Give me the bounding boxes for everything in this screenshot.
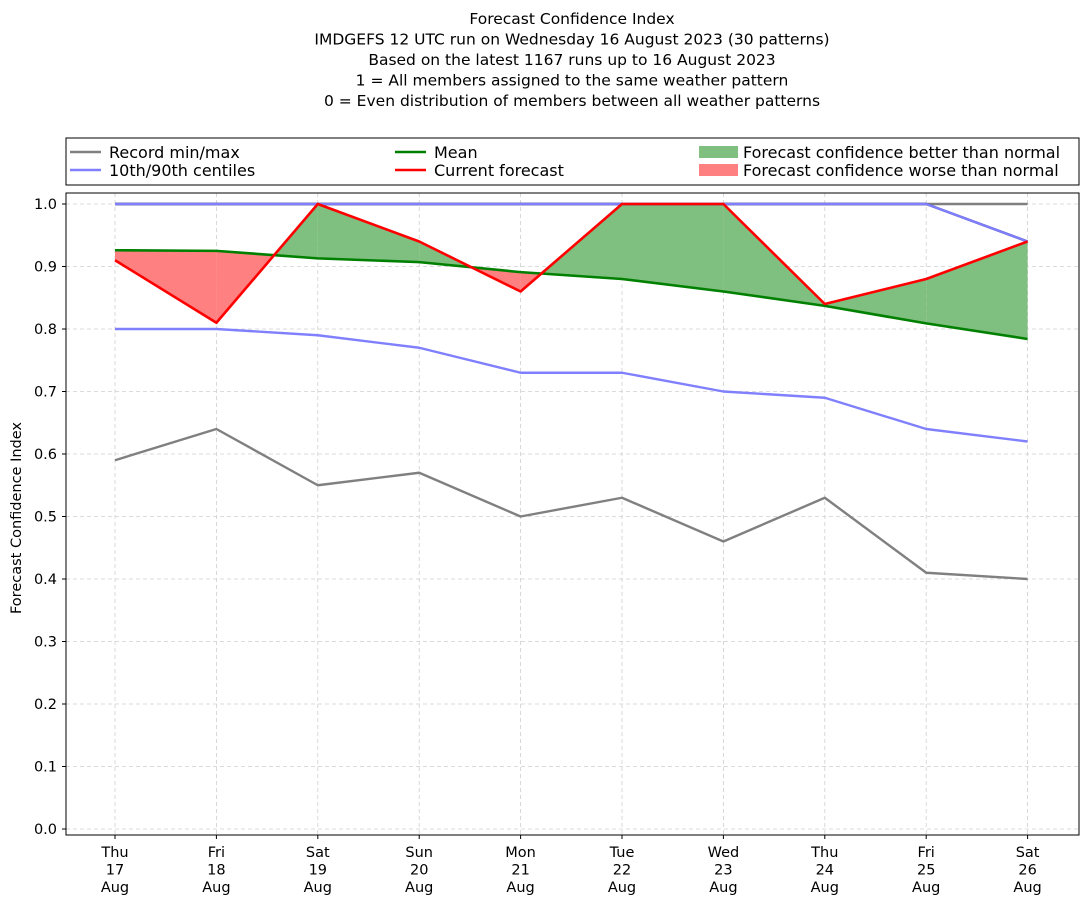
legend-label: Forecast confidence better than normal	[743, 143, 1060, 162]
x-tick-label: Mon 21 Aug	[505, 845, 536, 896]
legend-label: Current forecast	[434, 161, 564, 180]
confidence-fills	[115, 204, 1028, 339]
y-axis: 0.0 0.1 0.2 0.3 0.4 0.5 0.6 0.7 0.8 0.9 1.0	[34, 197, 66, 838]
centile-90-line-dark	[115, 202, 1029, 243]
y-tick-label: 0.9	[34, 260, 57, 276]
title-line-3: Based on the latest 1167 runs up to 16 A…	[368, 51, 775, 69]
legend-worse-fill: Forecast confidence worse than normal	[699, 161, 1059, 180]
legend-better-fill: Forecast confidence better than normal	[699, 143, 1060, 162]
x-tick-label: Fri 18 Aug	[202, 845, 230, 896]
better-fill	[317, 204, 420, 263]
y-tick-label: 0.4	[34, 572, 57, 588]
x-tick-label: Sat 19 Aug	[304, 845, 332, 896]
y-tick-label: 0.5	[34, 510, 57, 526]
title-line-5: 0 = Even distribution of members between…	[324, 92, 820, 110]
series-lines	[114, 202, 1029, 581]
title-line-2: IMDGEFS 12 UTC run on Wednesday 16 Augus…	[314, 31, 829, 49]
legend-mean: Mean	[395, 143, 478, 162]
worse-fill	[115, 250, 217, 323]
y-tick-label: 1.0	[34, 197, 57, 213]
title-line-1: Forecast Confidence Index	[469, 10, 674, 28]
current-forecast-line	[114, 202, 1029, 325]
mean-line	[114, 248, 1028, 341]
better-fill	[622, 204, 724, 292]
y-tick-label: 0.6	[34, 447, 57, 463]
x-tick-label: Sat 26 Aug	[1013, 845, 1041, 896]
title-line-4: 1 = All members assigned to the same wea…	[356, 72, 789, 90]
legend-current-forecast: Current forecast	[395, 161, 564, 180]
better-fill	[926, 241, 1028, 339]
legend-box	[65, 137, 1080, 186]
legend-label: Record min/max	[109, 143, 240, 162]
legend-label: Mean	[434, 143, 478, 162]
legend-record-minmax: Record min/max	[70, 143, 240, 162]
x-tick-label: Sun 20 Aug	[405, 845, 433, 896]
x-tick-label: Wed 23 Aug	[708, 845, 740, 896]
legend-swatch	[699, 146, 738, 158]
centile-10-line	[115, 327, 1028, 443]
x-tick-label: Tue 22 Aug	[608, 845, 636, 896]
y-tick-label: 0.8	[34, 322, 57, 338]
x-tick-label: Thu 24 Aug	[810, 845, 839, 896]
record-min-line	[114, 427, 1028, 581]
chart-title: Forecast Confidence Index IMDGEFS 12 UTC …	[314, 10, 829, 110]
y-axis-label: Forecast Confidence Index	[9, 422, 25, 614]
y-tick-label: 0.7	[34, 385, 57, 401]
legend-label: 10th/90th centiles	[109, 161, 255, 180]
legend-label: Forecast confidence worse than normal	[743, 161, 1059, 180]
y-tick-label: 0.2	[34, 697, 57, 713]
y-tick-label: 0.1	[34, 760, 57, 776]
better-fill	[824, 279, 927, 324]
x-tick-label: Thu 17 Aug	[100, 845, 129, 896]
legend-centiles: 10th/90th centiles	[70, 161, 255, 180]
centile-90-line	[115, 203, 1028, 243]
plot-frame	[65, 192, 1080, 836]
y-tick-label: 0.3	[34, 635, 57, 651]
y-tick-label: 0.0	[34, 822, 57, 838]
x-tick-label: Fri 25 Aug	[912, 845, 940, 896]
legend-swatch	[699, 164, 738, 176]
x-axis: Thu 17 Aug Fri 18 Aug Sat 19 Aug Sun 20 Aug Mon 21 Aug…	[100, 835, 1042, 896]
plot-area: 0.0 0.1 0.2 0.3 0.4 0.5 0.6 0.7 0.8 0.9 1.0 Thu 17 A…	[34, 192, 1080, 896]
